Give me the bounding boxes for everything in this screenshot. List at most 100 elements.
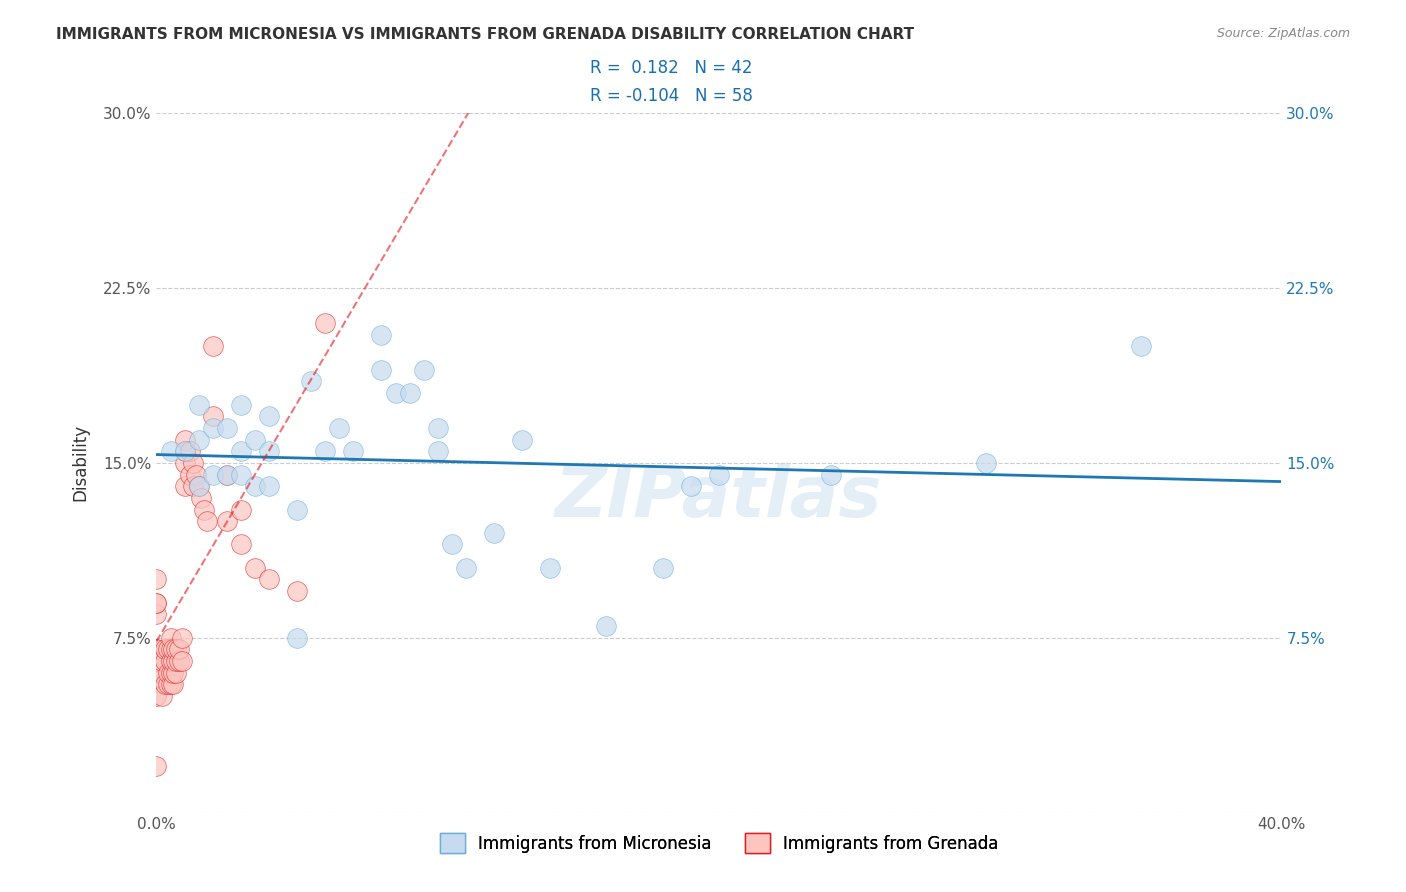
Point xyxy=(193,502,215,516)
Point xyxy=(145,573,167,587)
Point xyxy=(162,665,184,680)
Point xyxy=(145,642,167,657)
Point xyxy=(370,327,392,342)
Point xyxy=(173,444,195,458)
Point xyxy=(257,444,280,458)
Point xyxy=(285,584,308,599)
Point xyxy=(440,537,463,551)
Point xyxy=(328,421,350,435)
Point xyxy=(370,362,392,376)
Point xyxy=(159,665,181,680)
Point xyxy=(145,596,167,610)
Point xyxy=(145,759,167,773)
Point xyxy=(229,467,252,482)
Point xyxy=(538,561,561,575)
Point xyxy=(243,433,266,447)
Point xyxy=(153,642,176,657)
Point xyxy=(150,654,173,668)
Point xyxy=(285,631,308,645)
Point xyxy=(159,631,181,645)
Point xyxy=(412,362,434,376)
Point xyxy=(426,444,449,458)
Point xyxy=(162,642,184,657)
Point xyxy=(190,491,212,505)
Point xyxy=(173,479,195,493)
Point xyxy=(165,642,187,657)
Point xyxy=(285,502,308,516)
Point xyxy=(229,398,252,412)
Point xyxy=(314,444,336,458)
Point xyxy=(257,479,280,493)
Point xyxy=(510,433,533,447)
Point xyxy=(156,665,179,680)
Point xyxy=(201,421,224,435)
Point xyxy=(215,467,238,482)
Point xyxy=(167,642,190,657)
Point xyxy=(162,654,184,668)
Text: R =  0.182   N = 42: R = 0.182 N = 42 xyxy=(589,59,752,77)
Point xyxy=(257,573,280,587)
Point xyxy=(165,654,187,668)
Point xyxy=(454,561,477,575)
Point xyxy=(195,514,218,528)
Point xyxy=(170,631,193,645)
Point xyxy=(215,514,238,528)
Point xyxy=(215,421,238,435)
Point xyxy=(187,479,209,493)
Legend: Immigrants from Micronesia, Immigrants from Grenada: Immigrants from Micronesia, Immigrants f… xyxy=(433,827,1005,860)
Point xyxy=(229,502,252,516)
Point xyxy=(153,654,176,668)
Point xyxy=(179,467,201,482)
Point xyxy=(201,467,224,482)
Point xyxy=(426,421,449,435)
Point xyxy=(145,642,167,657)
Point xyxy=(229,444,252,458)
Point xyxy=(173,456,195,470)
Point xyxy=(145,654,167,668)
Point xyxy=(145,596,167,610)
Point xyxy=(159,654,181,668)
Point xyxy=(153,677,176,691)
Point xyxy=(229,537,252,551)
Point xyxy=(299,374,322,388)
Point xyxy=(156,677,179,691)
Point xyxy=(162,677,184,691)
Point xyxy=(482,525,505,540)
Point xyxy=(820,467,842,482)
Point xyxy=(651,561,673,575)
Point xyxy=(679,479,702,493)
Point xyxy=(201,339,224,353)
Point xyxy=(159,677,181,691)
Point xyxy=(181,479,204,493)
Point xyxy=(187,398,209,412)
Point xyxy=(1129,339,1152,353)
Point xyxy=(173,433,195,447)
Point xyxy=(145,689,167,703)
Text: R = -0.104   N = 58: R = -0.104 N = 58 xyxy=(589,87,752,104)
Point xyxy=(181,456,204,470)
Point xyxy=(595,619,617,633)
Point xyxy=(257,409,280,424)
Point xyxy=(159,642,181,657)
Point xyxy=(179,444,201,458)
Text: Source: ZipAtlas.com: Source: ZipAtlas.com xyxy=(1216,27,1350,40)
Point xyxy=(243,561,266,575)
Point xyxy=(384,386,406,401)
Point xyxy=(187,479,209,493)
Point xyxy=(145,607,167,622)
Point xyxy=(167,654,190,668)
Point xyxy=(184,467,207,482)
Point xyxy=(145,665,167,680)
Point xyxy=(215,467,238,482)
Point xyxy=(150,689,173,703)
Point xyxy=(159,444,181,458)
Point xyxy=(187,433,209,447)
Point xyxy=(173,444,195,458)
Text: IMMIGRANTS FROM MICRONESIA VS IMMIGRANTS FROM GRENADA DISABILITY CORRELATION CHA: IMMIGRANTS FROM MICRONESIA VS IMMIGRANTS… xyxy=(56,27,914,42)
Point xyxy=(342,444,364,458)
Point xyxy=(156,642,179,657)
Point xyxy=(165,665,187,680)
Y-axis label: Disability: Disability xyxy=(72,425,89,501)
Point xyxy=(243,479,266,493)
Point xyxy=(201,409,224,424)
